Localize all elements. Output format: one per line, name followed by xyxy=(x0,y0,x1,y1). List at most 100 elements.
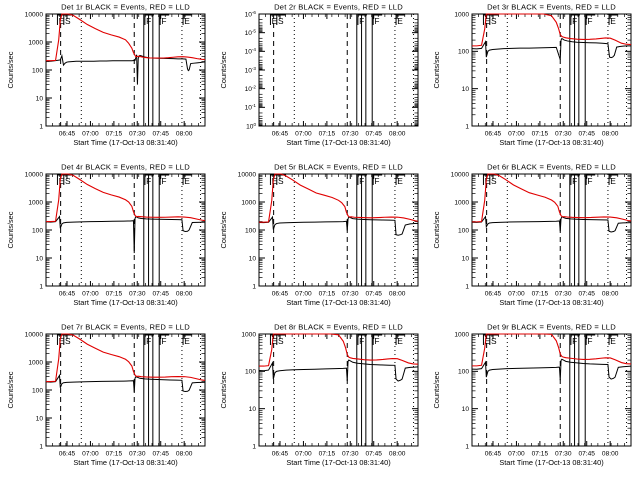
event-marker-F: F xyxy=(570,14,580,26)
y-tick-label: 1 xyxy=(252,283,256,290)
x-tick-label: 06:45 xyxy=(272,451,289,458)
y-tick-label: 10-4 xyxy=(245,47,257,56)
x-tick-label: 07:30 xyxy=(129,131,146,138)
marker-letter: E xyxy=(184,16,190,26)
event-marker-E: E xyxy=(182,334,193,346)
y-tick-label: 1 xyxy=(252,443,256,450)
y-axis-label: Counts/sec xyxy=(219,371,228,408)
marker-letter: F xyxy=(161,336,166,346)
y-axis-label: Counts/sec xyxy=(432,371,441,408)
x-tick-label: 07:00 xyxy=(508,131,525,138)
plot-panel-4: 1 10 100 1000 10000 06:45 07:00 07:15 07:30 07:45… xyxy=(0,160,213,320)
event-marker-E: E xyxy=(395,14,406,26)
series-lld xyxy=(472,333,632,367)
event-marker-S: S xyxy=(63,334,73,346)
x-tick-label: 08:00 xyxy=(602,451,619,458)
series-lld xyxy=(46,13,206,62)
y-tick-label: 10 xyxy=(462,86,470,93)
x-tick-label: 08:00 xyxy=(602,291,619,298)
plot-panel-5: 1 10 100 1000 10000 06:45 07:00 07:15 07:30 07:45… xyxy=(213,160,426,320)
marker-letter: E xyxy=(397,176,403,186)
event-marker-S: S xyxy=(63,174,73,186)
marker-letter: F xyxy=(374,176,379,186)
x-tick-label: 07:45 xyxy=(365,291,382,298)
event-marker-F: F xyxy=(372,14,383,26)
y-tick-label: 1 xyxy=(39,443,43,450)
series-lld xyxy=(472,173,632,223)
panel-title: Det 3r BLACK = Events, RED = LLD xyxy=(487,3,616,12)
marker-bracket xyxy=(144,14,154,25)
marker-bracket xyxy=(608,334,619,345)
event-marker-S: S xyxy=(276,334,286,346)
event-marker-F: F xyxy=(372,334,383,346)
marker-letter: E xyxy=(272,176,278,186)
marker-letter: S xyxy=(65,336,71,346)
marker-letter: F xyxy=(572,336,577,346)
marker-bracket xyxy=(276,334,286,345)
marker-letter: F xyxy=(359,16,364,26)
marker-bracket xyxy=(570,174,580,185)
marker-letter: E xyxy=(485,176,491,186)
x-tick-label: 07:15 xyxy=(532,451,549,458)
event-marker-F: F xyxy=(159,174,170,186)
panel-title: Det 8r BLACK = Events, RED = LLD xyxy=(274,323,403,332)
x-axis-label: Start Time (17-Oct-13 08:31:40) xyxy=(286,458,390,467)
marker-letter: F xyxy=(161,16,166,26)
event-marker-E: E xyxy=(182,14,193,26)
marker-letter: F xyxy=(161,176,166,186)
event-marker-F: F xyxy=(357,174,367,186)
x-tick-label: 07:30 xyxy=(342,131,359,138)
event-marker-F: F xyxy=(159,14,170,26)
marker-bracket xyxy=(63,334,73,345)
event-marker-F: F xyxy=(144,14,154,26)
marker-letter: S xyxy=(278,336,284,346)
marker-bracket xyxy=(395,334,406,345)
y-tick-label: 1000 xyxy=(28,199,43,206)
plot-frame xyxy=(471,333,632,447)
y-tick-label: 10 xyxy=(462,255,470,262)
x-tick-label: 08:00 xyxy=(389,451,406,458)
plot-panel-2: 10-6 10-5 10-4 10-3 10-2 10-1 100 06:45 07:00 07:… xyxy=(213,0,426,160)
series-events xyxy=(471,37,631,60)
x-axis-label: Start Time (17-Oct-13 08:31:40) xyxy=(286,298,390,307)
series-events xyxy=(45,373,206,393)
marker-bracket xyxy=(372,334,383,345)
marker-bracket xyxy=(159,14,170,25)
marker-bracket xyxy=(608,14,619,25)
plot-panel-7: 1 10 100 1000 10000 06:45 07:00 07:15 07:30 07:45… xyxy=(0,320,213,480)
plot-frame xyxy=(45,333,206,447)
x-axis-label: Start Time (17-Oct-13 08:31:40) xyxy=(73,458,177,467)
plot-panel-1: 1 10 100 1000 10000 06:45 07:00 07:15 07:30 07:45… xyxy=(0,0,213,160)
x-tick-label: 07:15 xyxy=(106,131,123,138)
event-marker-S: S xyxy=(276,14,286,26)
x-axis-label: Start Time (17-Oct-13 08:31:40) xyxy=(499,458,603,467)
x-tick-label: 07:45 xyxy=(365,451,382,458)
x-tick-label: 07:00 xyxy=(508,291,525,298)
x-tick-label: 07:45 xyxy=(578,451,595,458)
event-marker-F: F xyxy=(570,334,580,346)
x-tick-label: 07:00 xyxy=(295,291,312,298)
event-marker-F: F xyxy=(570,174,580,186)
x-tick-label: 07:30 xyxy=(342,291,359,298)
x-tick-label: 06:45 xyxy=(59,131,76,138)
marker-letter: F xyxy=(572,176,577,186)
x-tick-label: 07:30 xyxy=(555,451,572,458)
y-tick-label: 10-2 xyxy=(245,84,257,93)
marker-bracket xyxy=(63,14,73,25)
y-tick-label: 100 xyxy=(32,67,43,74)
x-tick-label: 07:30 xyxy=(129,451,146,458)
marker-bracket xyxy=(144,174,154,185)
y-tick-label: 10 xyxy=(249,255,257,262)
event-marker-S: S xyxy=(489,334,499,346)
y-tick-label: 10-1 xyxy=(245,103,257,112)
marker-letter: F xyxy=(374,336,379,346)
x-tick-label: 07:00 xyxy=(82,131,99,138)
marker-letter: E xyxy=(397,336,403,346)
series-lld xyxy=(259,173,419,223)
x-tick-label: 07:45 xyxy=(578,291,595,298)
x-axis-label: Start Time (17-Oct-13 08:31:40) xyxy=(499,298,603,307)
marker-letter: S xyxy=(491,16,497,26)
marker-letter: E xyxy=(59,176,65,186)
marker-letter: E xyxy=(485,16,491,26)
series-events xyxy=(471,358,632,381)
